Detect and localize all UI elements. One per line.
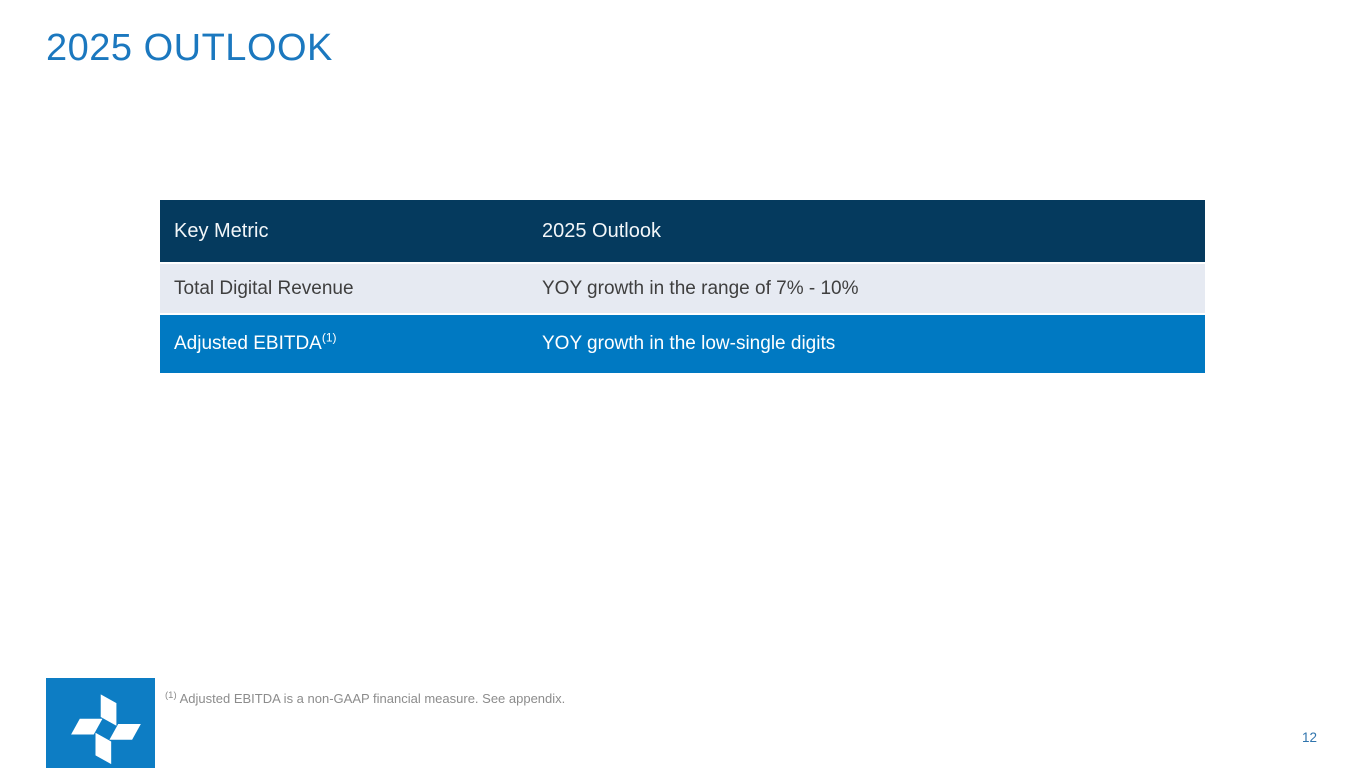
metric-superscript: (1) [321,330,337,345]
pinwheel-icon [46,678,155,768]
metric-cell: Total Digital Revenue [160,278,542,300]
column-header-key-metric: Key Metric [174,219,269,242]
company-logo [46,678,155,768]
outlook-cell: YOY growth in the range of 7% - 10% [542,277,859,299]
table-row-adjusted-ebitda: Adjusted EBITDA(1) YOY growth in the low… [160,315,1205,373]
outlook-table: Key Metric 2025 Outlook Total Digital Re… [160,200,1205,373]
page-number: 12 [1302,730,1318,745]
table-row-total-digital-revenue: Total Digital Revenue YOY growth in the … [160,264,1205,313]
column-header-2025-outlook: 2025 Outlook [542,219,661,242]
table-header-row: Key Metric 2025 Outlook [160,200,1205,262]
footnote-text: Adjusted EBITDA is a non-GAAP financial … [179,691,566,706]
footnote-marker: (1) [165,689,177,701]
slide-title: 2025 OUTLOOK [46,27,333,69]
metric-label: Adjusted EBITDA [174,333,322,354]
outlook-cell: YOY growth in the low-single digits [542,333,836,354]
footnote: (1) Adjusted EBITDA is a non-GAAP financi… [165,689,566,706]
metric-label: Total Digital Revenue [174,277,354,299]
metric-cell: Adjusted EBITDA(1) [160,330,542,355]
